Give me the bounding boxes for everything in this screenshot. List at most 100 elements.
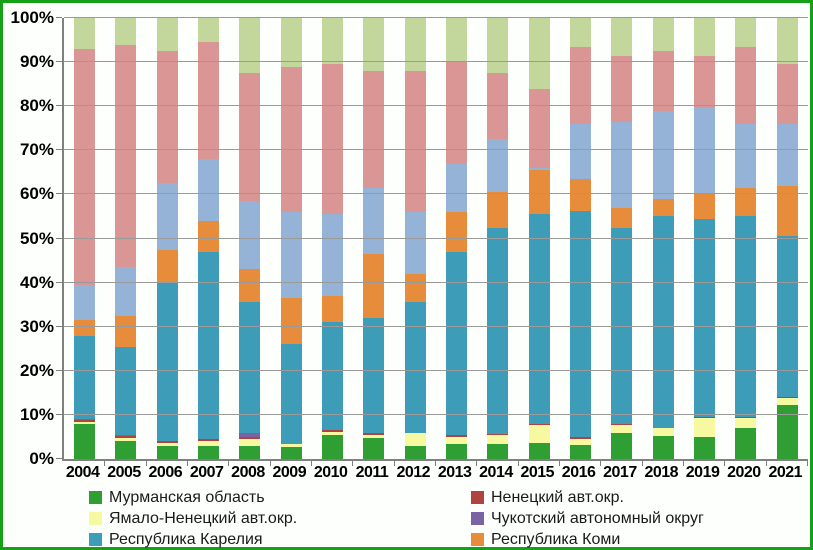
gridline-70 <box>64 149 808 151</box>
x-axis-label-2015: 2015 <box>520 464 555 481</box>
x-axis-label-2007: 2007 <box>189 464 224 481</box>
segment-Республика Коми-2021 <box>776 185 798 237</box>
segment-Республика Коми-2007 <box>198 220 220 252</box>
gridline-80 <box>64 105 808 107</box>
gridline-60 <box>64 193 808 195</box>
x-axis-label-2014: 2014 <box>479 464 513 481</box>
segment-Ямало-Ненецкий авт.окр.-2011 <box>363 434 385 439</box>
y-axis-label: 50% <box>19 228 54 248</box>
segment-unlabeled-7-2019 <box>694 55 716 109</box>
bar-slot-2007 <box>188 18 230 466</box>
segment-Мурманская область-2018 <box>652 435 674 459</box>
segment-Республика Карелия-2011 <box>363 317 385 433</box>
segment-Ненецкий авт.окр.-2021 <box>776 397 798 399</box>
segment-unlabeled-7-2012 <box>404 70 426 213</box>
stacked-bar-2010 <box>322 18 344 459</box>
x-axis-tick <box>806 461 808 466</box>
y-axis-tick <box>56 17 62 18</box>
segment-Мурманская область-2015 <box>528 443 550 459</box>
y-axis-tick <box>56 237 62 239</box>
legend-label: Ненецкий авт.окр. <box>491 488 624 506</box>
x-axis-tick <box>269 461 271 466</box>
bar-slot-2018 <box>643 18 684 466</box>
segment-unlabeled-6-2016 <box>570 123 592 180</box>
x-axis-label-2021: 2021 <box>768 464 803 481</box>
segment-Республика Коми-2005 <box>115 315 137 347</box>
x-axis-label-2005: 2005 <box>107 464 141 481</box>
segment-Чукотский автономный округ-2004 <box>74 419 96 421</box>
segment-Мурманская область-2007 <box>198 445 220 459</box>
segment-Ненецкий авт.окр.-2019 <box>694 417 716 419</box>
stacked-bar-2021 <box>776 18 798 459</box>
stacked-bar-2012 <box>404 18 426 459</box>
segment-unlabeled-8-2015 <box>528 18 550 89</box>
y-axis-tick <box>56 105 62 107</box>
x-axis-tick <box>476 461 478 466</box>
segment-unlabeled-7-2009 <box>280 66 302 213</box>
segment-Республика Коми-2004 <box>74 320 96 336</box>
segment-Ямало-Ненецкий авт.окр.-2020 <box>735 417 757 429</box>
legend-item: Республика Коми <box>471 529 704 550</box>
bar-slot-2008 <box>229 18 271 466</box>
bar-slot-2009 <box>271 18 312 466</box>
segment-Ямало-Ненецкий авт.окр.-2010 <box>322 431 344 435</box>
stacked-bar-2007 <box>198 18 220 459</box>
y-axis-tick <box>56 281 62 283</box>
x-axis-tick <box>145 461 147 466</box>
segment-Ямало-Ненецкий авт.окр.-2005 <box>115 438 137 442</box>
segment-Ненецкий авт.окр.-2005 <box>115 436 137 439</box>
segment-Ненецкий авт.окр.-2012 <box>404 432 426 434</box>
segment-unlabeled-8-2014 <box>487 18 509 74</box>
segment-Республика Карелия-2013 <box>446 251 468 435</box>
segment-Республика Карелия-2012 <box>404 302 426 433</box>
legend-swatch-icon <box>471 512 484 525</box>
y-axis-tick <box>56 193 62 195</box>
stacked-bar-2013 <box>446 18 468 459</box>
segment-Ямало-Ненецкий авт.окр.-2004 <box>74 421 96 424</box>
y-axis-label: 20% <box>19 360 54 380</box>
segment-Ямало-Ненецкий авт.окр.-2012 <box>404 433 426 446</box>
gridline-50 <box>64 237 808 239</box>
legend-swatch-icon <box>89 533 102 546</box>
legend-item: Ямало-Ненецкий авт.окр. <box>89 508 419 529</box>
segment-unlabeled-8-2018 <box>652 18 674 52</box>
segment-Республика Карелия-2009 <box>280 344 302 444</box>
segment-Мурманская область-2012 <box>404 445 426 459</box>
x-axis-tick <box>228 461 230 466</box>
x-axis-label-2004: 2004 <box>65 464 100 481</box>
segment-Ненецкий авт.окр.-2007 <box>198 439 220 441</box>
y-axis-tick <box>56 458 62 459</box>
segment-unlabeled-6-2007 <box>198 159 220 221</box>
segment-Мурманская область-2011 <box>363 438 385 459</box>
segment-unlabeled-8-2007 <box>198 18 220 43</box>
segment-unlabeled-6-2008 <box>239 201 261 270</box>
segment-Ямало-Ненецкий авт.окр.-2008 <box>239 439 261 446</box>
segment-Ненецкий авт.окр.-2013 <box>446 434 468 437</box>
segment-Республика Карелия-2007 <box>198 251 220 440</box>
segment-Республика Коми-2019 <box>694 194 716 219</box>
x-axis-label-2008: 2008 <box>231 464 265 481</box>
segment-Республика Коми-2015 <box>528 170 550 215</box>
segment-unlabeled-6-2009 <box>280 212 302 299</box>
legend-label: Республика Карелия <box>109 530 263 548</box>
x-axis-label-2009: 2009 <box>272 464 307 481</box>
segment-Республика Коми-2010 <box>322 295 344 323</box>
segment-unlabeled-6-2015 <box>528 167 550 171</box>
segment-unlabeled-8-2009 <box>280 18 302 67</box>
segment-Республика Карелия-2014 <box>487 227 509 434</box>
segment-Чукотский автономный округ-2008 <box>239 432 261 437</box>
stacked-bar-2004 <box>74 18 96 459</box>
segment-Республика Карелия-2021 <box>776 236 798 398</box>
x-axis-label-2016: 2016 <box>561 464 596 481</box>
segment-Мурманская область-2020 <box>735 428 757 459</box>
stacked-bar-2017 <box>611 18 633 459</box>
segment-Республика Коми-2008 <box>239 269 261 303</box>
legend: Мурманская область Ямало-Ненецкий авт.окр… <box>3 487 810 550</box>
y-axis-tick <box>56 149 62 151</box>
segment-unlabeled-8-2004 <box>74 18 96 49</box>
y-axis-label: 30% <box>19 316 54 336</box>
segment-Мурманская область-2005 <box>115 441 137 459</box>
segment-Мурманская область-2019 <box>694 437 716 459</box>
y-axis-tick <box>56 369 62 371</box>
